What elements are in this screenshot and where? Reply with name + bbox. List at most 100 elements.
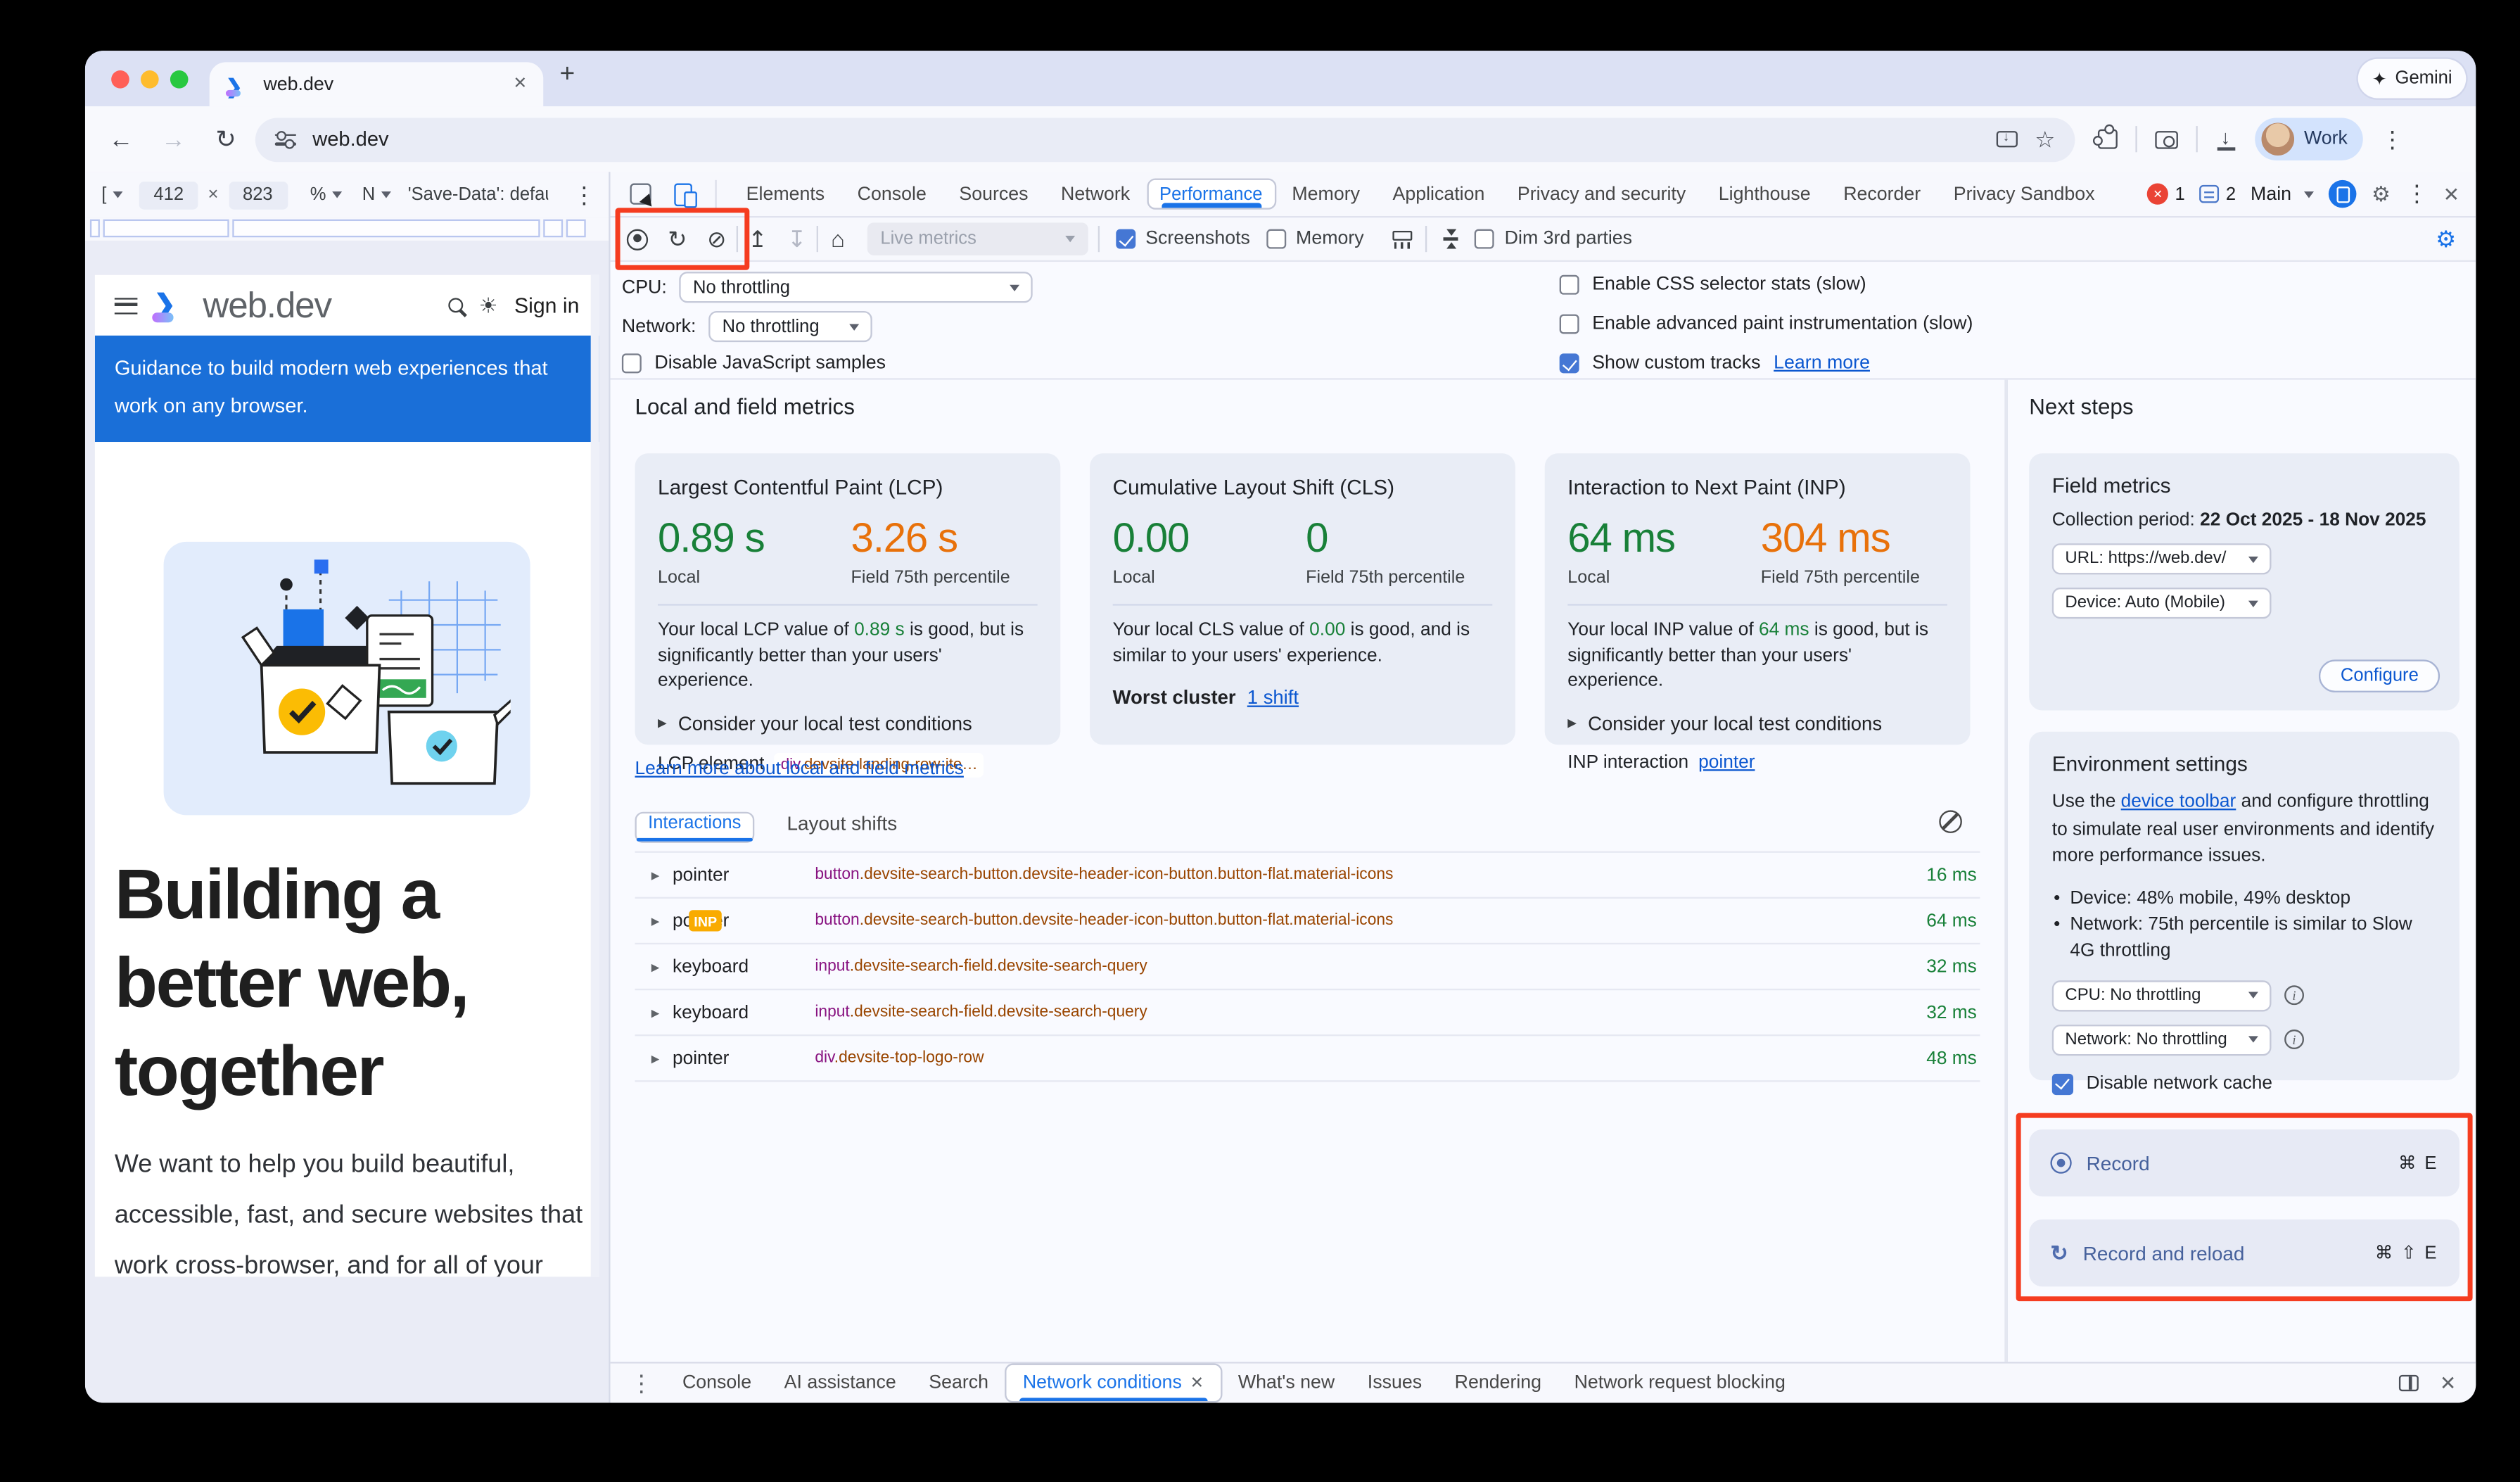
page-scrollbar[interactable] [590,274,599,1277]
disable-js-samples-checkbox[interactable] [621,353,642,374]
table-row[interactable]: ▶ pointer button.devsite-search-button.de… [635,853,1980,899]
cpu-throttle-select[interactable]: No throttling [680,272,1033,303]
tab-close-icon[interactable]: ✕ [513,75,527,94]
profile-button[interactable]: Work [2255,118,2363,160]
theme-icon[interactable]: ☀ [478,292,498,317]
device-toolbar-icon[interactable] [674,182,697,208]
network-info-icon[interactable]: i [2284,1030,2305,1049]
site-settings-icon[interactable] [274,129,297,150]
screencast-icon[interactable] [2329,179,2357,208]
inp-consider-expander[interactable]: ▶ Consider your local test conditions [1567,711,1883,735]
devtools-divider[interactable] [609,172,611,1403]
back-icon[interactable]: ← [108,125,134,153]
tab-network[interactable]: Network [1061,184,1131,204]
drawer-menu-icon[interactable]: ⋮ [630,1369,654,1395]
tab-memory[interactable]: Memory [1292,184,1360,204]
drawer-tab-issues[interactable]: Issues [1367,1373,1423,1393]
tab-application[interactable]: Application [1392,184,1485,204]
brand-text[interactable]: web.dev [203,284,332,325]
devtools-settings-icon[interactable]: ⚙ [2372,181,2391,205]
table-row[interactable]: ▶ keyboard input.devsite-search-field.dev… [635,990,1980,1037]
gc-icon[interactable] [1393,229,1413,249]
search-tabs-icon[interactable] [2155,129,2178,148]
close-window-button[interactable] [111,70,129,89]
install-icon[interactable] [1997,129,2018,148]
browser-menu-icon[interactable]: ⋮ [2381,125,2404,152]
drawer-tab-ai-assistance[interactable]: AI assistance [784,1373,896,1393]
drawer-tab-search[interactable]: Search [929,1373,989,1393]
capture-settings-icon[interactable]: ⚙ [2436,224,2457,252]
download-profile-icon[interactable]: ↧ [787,224,807,252]
device-select[interactable]: [ [101,184,107,205]
gemini-button[interactable]: ✦ Gemini [2357,58,2467,99]
device-toolbar-menu-icon[interactable]: ⋮ [573,181,596,208]
interactions-tab[interactable]: Interactions [635,811,754,843]
worst-cluster-link[interactable]: 1 shift [1247,685,1299,709]
record-icon[interactable] [626,228,649,250]
table-row[interactable]: ▶ keyboard input.devsite-search-field.dev… [635,944,1980,991]
dock-side-icon[interactable] [2398,1374,2419,1392]
address-bar[interactable]: web.dev ☆ [255,117,2075,162]
history-select[interactable]: Live metrics [867,222,1088,255]
env-cpu-select[interactable]: CPU: No throttling [2051,980,2272,1011]
bookmark-star-icon[interactable]: ☆ [2035,125,2056,152]
tab-elements[interactable]: Elements [746,184,825,204]
lcp-consider-expander[interactable]: ▶ Consider your local test conditions [658,711,972,735]
drawer-tab-close-icon[interactable]: ✕ [1190,1374,1204,1393]
webdev-logo[interactable]: ❯ [152,291,187,322]
drawer-tab-rendering[interactable]: Rendering [1454,1373,1542,1393]
throttle-select[interactable]: N [362,184,376,205]
drawer-tab-console[interactable]: Console [682,1373,752,1393]
clear-log-icon[interactable] [1939,810,1962,833]
forward-icon[interactable]: → [161,125,186,153]
downloads-icon[interactable] [2215,125,2236,150]
lcp-element-code[interactable]: div.devsite-landing-row-ite… [774,752,984,777]
layout-shifts-tab[interactable]: Layout shifts [787,811,898,835]
drawer-tab-network-request-blocking[interactable]: Network request blocking [1574,1373,1786,1393]
context-select[interactable]: Main [2251,184,2315,204]
learn-more-metrics-link[interactable]: Learn more about local and field metrics [635,759,964,780]
tab-sources[interactable]: Sources [959,184,1029,204]
css-selector-stats-checkbox[interactable] [1559,274,1579,295]
custom-tracks-checkbox[interactable] [1559,353,1579,374]
tab-recorder[interactable]: Recorder [1843,184,1921,204]
sign-in-link[interactable]: Sign in [514,293,580,318]
screenshots-checkbox[interactable] [1116,229,1136,249]
cpu-info-icon[interactable]: i [2284,985,2305,1006]
inspect-icon[interactable] [630,183,651,205]
zoom-select[interactable]: % [310,184,326,205]
tab-privacy-sandbox[interactable]: Privacy Sandbox [1953,184,2095,204]
search-icon[interactable] [447,298,463,313]
tab-performance[interactable]: Performance [1146,178,1276,210]
tab-console[interactable]: Console [857,184,927,204]
viewport-width-input[interactable]: 412 [139,181,198,209]
minimize-window-button[interactable] [141,70,159,89]
table-row[interactable]: ▶ pointer div.devsite-top-logo-row 48 ms [635,1036,1980,1082]
issues-icon[interactable] [2199,184,2220,203]
memory-checkbox[interactable] [1266,229,1287,249]
reload-icon[interactable]: ↻ [215,126,236,154]
paint-instrumentation-checkbox[interactable] [1559,314,1579,334]
drawer-close-icon[interactable]: ✕ [2439,1372,2457,1395]
browser-tab[interactable]: ❯ web.dev ✕ [209,62,544,107]
error-badge-icon[interactable]: ✕ [2146,183,2169,205]
record-button[interactable]: Record ⌘ E [2029,1129,2459,1197]
record-and-reload-button[interactable]: ↻ Record and reload ⌘ ⇧ E [2029,1219,2459,1287]
field-url-select[interactable]: URL: https://web.dev/ [2051,543,2272,575]
devtools-close-icon[interactable]: ✕ [2443,182,2459,205]
network-throttle-select[interactable]: No throttling [709,310,873,343]
tab-privacy-security[interactable]: Privacy and security [1517,184,1686,204]
field-device-select[interactable]: Device: Auto (Mobile) [2051,588,2272,619]
disable-cache-checkbox[interactable] [2051,1072,2074,1094]
collapse-icon[interactable] [1444,229,1459,248]
tab-lighthouse[interactable]: Lighthouse [1718,184,1811,204]
maximize-window-button[interactable] [170,70,189,89]
clear-icon[interactable]: ⊘ [707,224,727,252]
menu-icon[interactable] [114,297,138,314]
new-tab-button[interactable]: + [559,61,575,89]
viewport-height-input[interactable]: 823 [228,181,288,209]
media-query-bar[interactable] [84,217,609,241]
device-toolbar-link[interactable]: device toolbar [2120,792,2236,812]
devtools-menu-icon[interactable]: ⋮ [2405,179,2429,207]
home-icon[interactable]: ⌂ [831,225,845,253]
